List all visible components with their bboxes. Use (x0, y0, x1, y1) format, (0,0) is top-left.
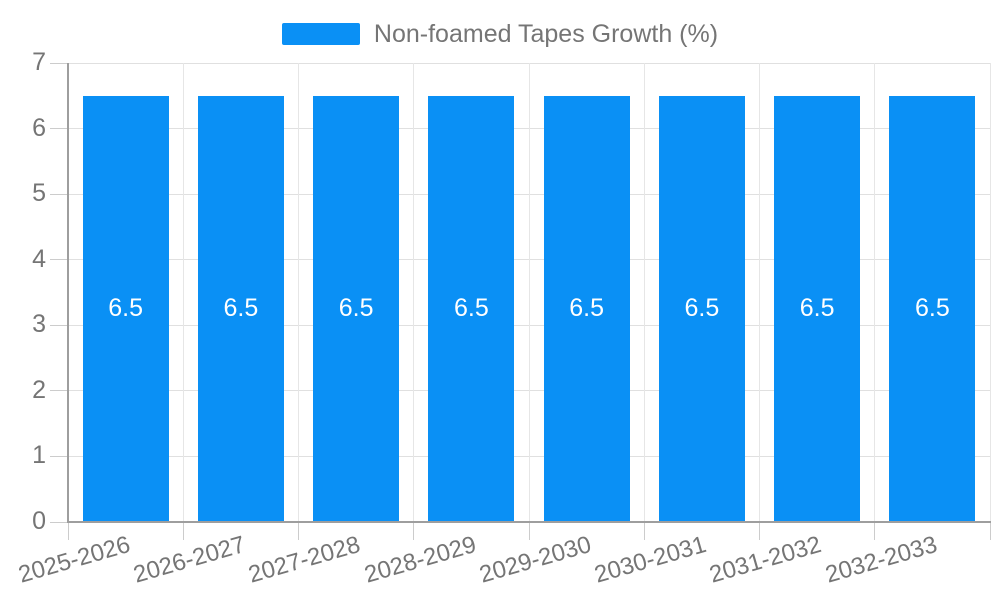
y-tick-label: 7 (32, 48, 46, 76)
bar[interactable]: 6.5 (313, 95, 400, 522)
x-tick-label: 2031-2032 (706, 531, 825, 589)
x-tick-label: 2029-2030 (476, 531, 595, 589)
x-gridline (298, 63, 299, 522)
y-tick-label: 2 (32, 375, 46, 404)
bar[interactable]: 6.5 (774, 95, 861, 522)
y-axis-tick (50, 455, 68, 457)
y-tick-label: 6 (32, 113, 46, 142)
x-gridline (643, 63, 645, 522)
x-gridline (182, 63, 184, 522)
y-axis-tick (50, 390, 68, 392)
x-gridline (528, 63, 530, 522)
bar-value-label: 6.5 (914, 294, 950, 323)
bar-value-label: 6.5 (453, 294, 489, 323)
x-gridline (989, 63, 991, 522)
bar[interactable]: 6.5 (889, 95, 976, 522)
y-tick-label: 0 (32, 507, 46, 535)
x-tick-label: 2030-2031 (591, 531, 710, 589)
x-axis-line (67, 521, 991, 523)
x-tick-label: 2025-2026 (15, 531, 134, 589)
bar-value-label: 6.5 (799, 294, 835, 323)
bar[interactable]: 6.5 (197, 95, 284, 522)
x-gridline (759, 63, 760, 522)
x-gridline (413, 63, 415, 522)
legend-label: Non-foamed Tapes Growth (%) (373, 20, 719, 48)
bar-value-label: 6.5 (108, 294, 143, 323)
y-tick-label: 3 (32, 310, 46, 339)
y-tick-label: 4 (32, 244, 46, 273)
legend[interactable]: Non-foamed Tapes Growth (%) (0, 20, 1000, 48)
bar[interactable]: 6.5 (82, 95, 169, 522)
y-axis-tick (50, 324, 68, 326)
legend-swatch[interactable] (281, 23, 360, 45)
x-axis-tick (67, 522, 69, 540)
x-axis-tick (413, 522, 415, 540)
y-tick-label: 1 (32, 441, 46, 470)
y-axis-tick (50, 62, 68, 64)
bar[interactable]: 6.5 (428, 95, 515, 522)
y-axis-tick (50, 521, 68, 523)
bar[interactable]: 6.5 (658, 95, 745, 522)
y-axis-tick (50, 259, 68, 261)
bar-value-label: 6.5 (338, 294, 374, 323)
bar-value-label: 6.5 (569, 294, 604, 323)
x-tick-label: 2027-2028 (245, 531, 364, 589)
x-tick-label: 2026-2027 (130, 531, 249, 589)
x-axis-tick (874, 522, 876, 540)
y-tick-label: 5 (32, 179, 46, 208)
y-axis-line (67, 63, 69, 523)
bar-value-label: 6.5 (684, 294, 720, 323)
bar-value-label: 6.5 (223, 294, 259, 323)
bar[interactable]: 6.5 (543, 95, 630, 522)
x-axis-tick (298, 522, 299, 540)
x-tick-label: 2028-2029 (361, 531, 479, 589)
x-gridline (874, 63, 876, 522)
x-axis-tick (182, 522, 184, 540)
x-axis-tick (528, 522, 530, 540)
x-tick-label: 2032-2033 (822, 531, 940, 589)
x-axis-tick (759, 522, 760, 540)
x-axis-tick (989, 522, 991, 540)
y-axis-tick (50, 128, 68, 130)
x-axis-tick (643, 522, 645, 540)
y-axis-tick (50, 193, 68, 195)
